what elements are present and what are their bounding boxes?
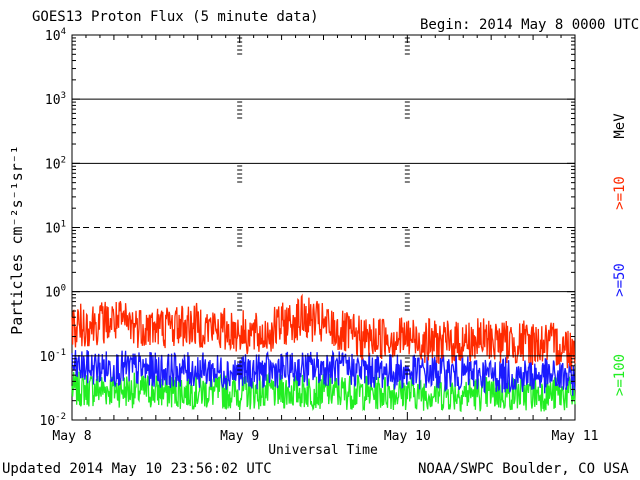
y-tick-label: 10-2 xyxy=(40,412,67,429)
legend-label-ge10: >=10 xyxy=(612,176,628,210)
credit-label: NOAA/SWPC Boulder, CO USA xyxy=(418,461,629,477)
y-tick-label: 10-1 xyxy=(40,348,67,365)
series-line-0 xyxy=(71,293,576,370)
legend-label-ge100: >=100 xyxy=(612,354,628,396)
y-axis-label: Particles cm⁻²s⁻¹sr⁻¹ xyxy=(8,145,26,335)
x-tick-label: May 9 xyxy=(220,429,259,444)
y-tick-label: 102 xyxy=(45,155,66,172)
series-layer xyxy=(71,293,576,413)
legend-unit: MeV xyxy=(612,113,628,139)
x-tick-label: May 10 xyxy=(384,429,431,444)
x-tick-label: May 11 xyxy=(552,429,599,444)
x-tick-label: May 8 xyxy=(52,429,91,444)
threshold-lines xyxy=(72,98,575,357)
x-axis-label: Universal Time xyxy=(268,443,378,458)
y-tick-label: 104 xyxy=(45,27,66,44)
chart-title: GOES13 Proton Flux (5 minute data) xyxy=(32,9,319,25)
y-tick-label: 100 xyxy=(45,284,66,301)
y-tick-label: 103 xyxy=(45,91,66,108)
begin-time-label: Begin: 2014 May 8 0000 UTC xyxy=(420,17,640,33)
updated-timestamp: Updated 2014 May 10 23:56:02 UTC xyxy=(2,461,272,477)
y-tick-label: 101 xyxy=(45,220,66,237)
series-line-1 xyxy=(71,349,576,396)
legend-label-ge50: >=50 xyxy=(612,263,628,297)
